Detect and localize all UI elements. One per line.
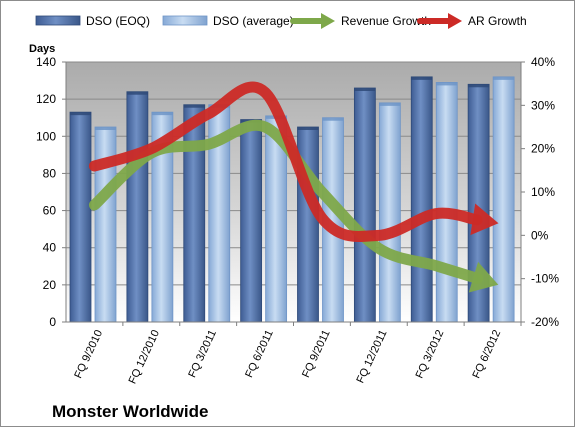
bar <box>435 82 458 323</box>
y2-tick-label: 20% <box>531 142 555 156</box>
y-tick-label: 140 <box>36 55 56 69</box>
y2-tick-label: 0% <box>531 228 549 242</box>
y-tick-label: 80 <box>43 166 57 180</box>
bar <box>240 119 263 323</box>
y-axis-title: Days <box>29 43 55 55</box>
y2-tick-label: 10% <box>531 185 555 199</box>
bar-top-edge <box>468 84 490 88</box>
series-line <box>88 81 483 242</box>
growth-lines <box>88 81 499 293</box>
y-tick-label: 40 <box>43 241 57 255</box>
y-tick-label: 0 <box>49 315 56 329</box>
legend-swatch <box>162 15 208 26</box>
y-tick-label: 100 <box>36 129 56 143</box>
legend-arrowhead <box>448 13 462 29</box>
bar-top-edge <box>411 76 433 80</box>
bar-top-edge <box>436 82 458 86</box>
bar <box>126 91 149 323</box>
legend-arrowhead <box>321 13 335 29</box>
series-arrowhead <box>468 261 499 293</box>
y-tick-label: 20 <box>43 278 57 292</box>
legend-label: DSO (average) <box>213 14 294 28</box>
bar <box>69 111 92 323</box>
series-arrowhead <box>470 203 499 236</box>
y2-tick-label: -10% <box>531 272 559 286</box>
bar <box>410 76 433 323</box>
y2-tick-label: 40% <box>531 55 555 69</box>
bar <box>353 87 376 323</box>
bar-top-edge <box>95 127 116 130</box>
legend: DSO (EOQ) DSO (average) Revenue Growth AR G… <box>35 13 527 29</box>
y-tick-label: 120 <box>36 92 56 106</box>
legend-label: DSO (EOQ) <box>86 14 150 28</box>
legend-label: AR Growth <box>468 14 527 28</box>
legend-label: Revenue Growth <box>341 14 431 28</box>
bar-top-edge <box>297 127 319 130</box>
legend-swatch <box>35 15 81 26</box>
bar-top-edge <box>151 112 173 116</box>
bar <box>378 102 401 323</box>
bar-top-edge <box>354 88 376 91</box>
y2-tick-label: -20% <box>531 315 559 329</box>
bars <box>69 76 515 323</box>
bar-top-edge <box>493 76 515 80</box>
bar-top-edge <box>379 102 401 106</box>
y-tick-label: 60 <box>43 204 57 218</box>
bar-top-edge <box>70 112 91 116</box>
bar-top-edge <box>322 117 344 121</box>
y2-tick-label: 30% <box>531 98 555 112</box>
bar-top-edge <box>183 104 205 108</box>
bar <box>183 104 206 323</box>
chart-title: Monster Worldwide <box>52 402 208 421</box>
bar-top-edge <box>126 91 148 95</box>
